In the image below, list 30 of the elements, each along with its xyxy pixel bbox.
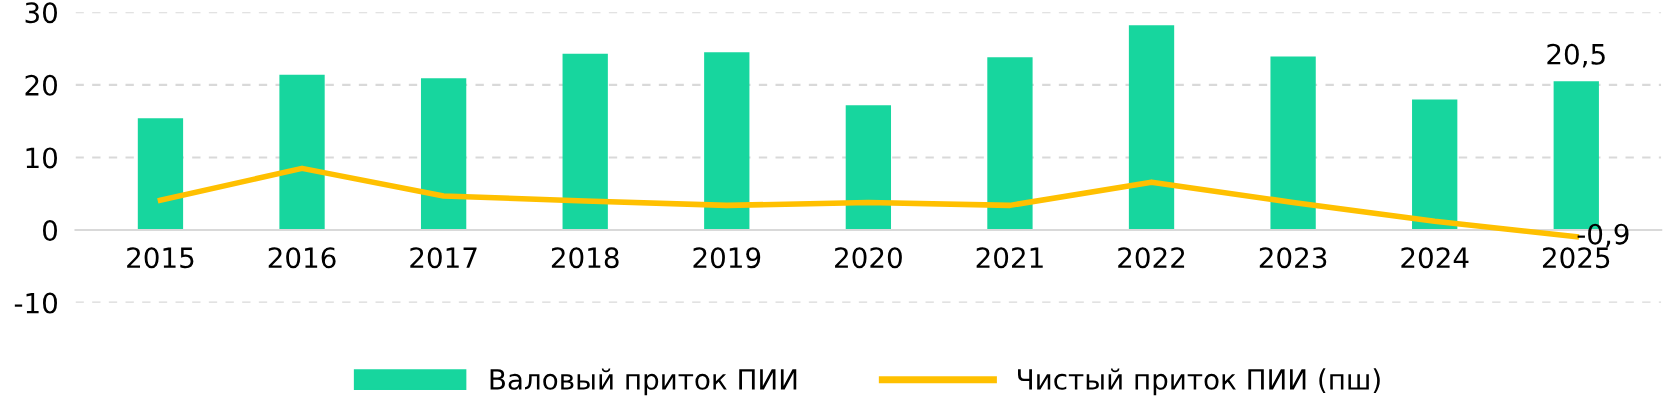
data-label: 20,5 [1547, 43, 1605, 68]
bar [562, 53, 608, 231]
bar [1270, 56, 1316, 231]
x-tick-label: 2024 [1401, 247, 1469, 269]
bar [845, 105, 892, 231]
x-tick-label: 2021 [976, 247, 1043, 269]
x-tick-label: 2020 [835, 247, 902, 269]
y-tick-label: 20 [25, 74, 57, 96]
bar [1412, 99, 1458, 231]
y-tick-label: 30 [25, 2, 57, 24]
data-label: -0,9 [1577, 223, 1629, 248]
bar [420, 78, 467, 231]
bar [704, 52, 750, 231]
x-tick-label: 2015 [127, 247, 194, 269]
x-tick-label: 2016 [268, 247, 336, 269]
bar [137, 118, 184, 231]
legend-label: Валовый приток ПИИ [490, 368, 797, 396]
x-tick-label: 2017 [410, 247, 477, 269]
bar [1128, 25, 1175, 231]
legend-label: Чистый приток ПИИ (пш) [1018, 368, 1380, 396]
bar [987, 57, 1033, 231]
y-tick-label: 0 [43, 220, 57, 242]
bar [279, 74, 325, 231]
x-tick-label: 2018 [551, 247, 619, 269]
y-tick-label: -10 [14, 292, 57, 314]
x-tick-label: 2025 [1542, 247, 1610, 269]
x-tick-label: 2023 [1259, 247, 1327, 269]
x-tick-label: 2019 [693, 247, 761, 269]
y-tick-label: 10 [26, 147, 57, 169]
x-tick-label: 2022 [1118, 247, 1185, 269]
